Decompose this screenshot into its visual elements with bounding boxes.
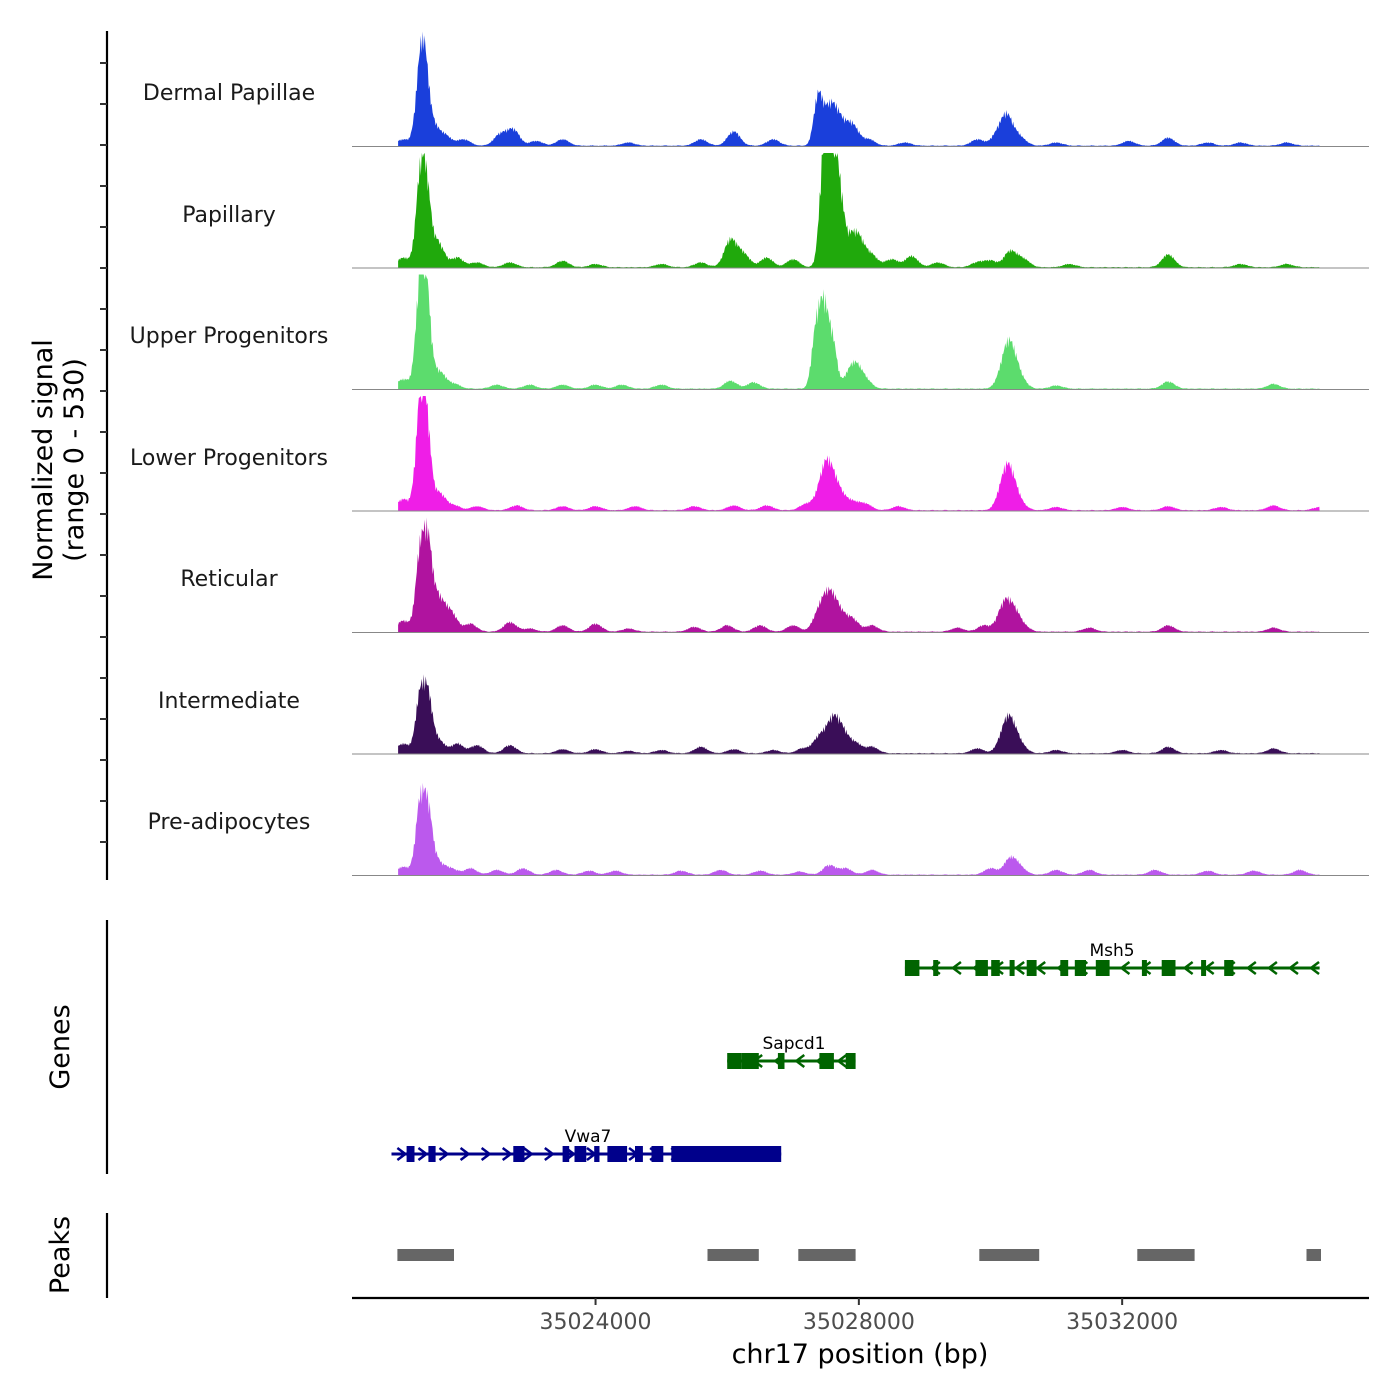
gene-exon [1161,960,1176,976]
peak-region [1306,1249,1321,1261]
coverage-area-dermal-papillae [398,31,1320,147]
gene-exon [1201,960,1207,976]
x-tick-label-35028000: 35028000 [803,1310,915,1335]
gene-sapcd1: Sapcd1 [727,1034,856,1069]
gene-exon [991,960,1000,976]
strand-arrow [1308,961,1320,975]
track-intermediate: Intermediate [158,674,1369,755]
gene-exon [933,960,939,976]
track-label-papillary: Papillary [182,203,276,228]
strand-arrow [1035,961,1046,975]
genes-panel: Genes Msh5 Sapcd1 Vwa7 [45,920,1320,1174]
gene-exon [406,1146,415,1162]
gene-exon [845,1053,856,1069]
gene-exon [1095,960,1110,976]
track-label-dermal-papillae: Dermal Papillae [143,81,315,106]
gene-exon [671,1146,782,1162]
peak-region [979,1249,1040,1261]
genes-axis-title: Genes [45,1004,76,1089]
peak-region [1137,1249,1195,1261]
peak-region [707,1249,759,1261]
gene-exon [1224,960,1234,976]
gene-exon [1009,960,1015,976]
gene-exon [1141,960,1147,976]
gene-exon [562,1146,570,1162]
track-pre-adipocytes: Pre-adipocytes [148,782,1369,876]
x-tick-label-35024000: 35024000 [540,1310,652,1335]
gene-exon [1026,960,1037,976]
gene-exon [741,1053,759,1069]
track-label-intermediate: Intermediate [158,689,300,714]
gene-exon [635,1146,643,1162]
track-label-pre-adipocytes: Pre-adipocytes [148,810,311,835]
x-axis-title: chr17 position (bp) [732,1339,989,1370]
strand-arrow [1182,961,1194,975]
track-dermal-papillae: Dermal Papillae [143,31,1369,147]
strand-arrow [480,1147,492,1161]
strand-arrow [501,1147,513,1161]
gene-exon [975,960,988,976]
strand-arrow [1014,961,1025,975]
gene-exon [607,1146,628,1162]
peak-region [397,1249,454,1261]
gene-exon [904,960,920,976]
peaks-panel: Peaks [45,1213,1321,1298]
track-upper-progenitors: Upper Progenitors [130,274,1369,390]
coverage-area-reticular [398,517,1320,633]
gene-exon [594,1146,600,1162]
track-lower-progenitors: Lower Progenitors [130,396,1369,512]
strand-arrow [950,961,962,975]
x-tick-label-35032000: 35032000 [1066,1310,1178,1335]
gene-label-msh5: Msh5 [1089,941,1134,961]
track-label-lower-progenitors: Lower Progenitors [130,446,328,471]
strand-arrow [836,1054,848,1068]
coverage-area-intermediate [398,674,1320,754]
gene-exon [727,1053,742,1069]
strand-arrow [417,1147,429,1161]
coverage-area-pre-adipocytes [398,782,1320,876]
gene-exon [651,1146,664,1162]
strand-arrow [1245,961,1257,975]
gene-vwa7: Vwa7 [391,1127,782,1162]
peak-regions [397,1249,1321,1261]
strand-arrow [1119,961,1131,975]
strand-arrow [459,1147,471,1161]
coverage-tracks: Dermal Papillae Papillary Upper Progenit… [130,31,1369,876]
gene-label-sapcd1: Sapcd1 [763,1034,826,1054]
gene-exon [1074,960,1086,976]
strand-arrow [1287,961,1299,975]
coverage-area-papillary [398,153,1320,268]
gene-exon [513,1146,525,1162]
gene-exon [574,1146,587,1162]
coverage-y-ticks [100,62,107,843]
gene-exon [428,1146,436,1162]
track-reticular: Reticular [180,517,1369,633]
gene-exon [1060,960,1069,976]
gene-msh5: Msh5 [904,941,1320,976]
strand-arrow [396,1147,408,1161]
strand-arrow [1266,961,1278,975]
x-axis: 35024000 35028000 35032000 chr17 positio… [352,1296,1369,1370]
gene-label-vwa7: Vwa7 [565,1127,612,1147]
y-axis-range: (range 0 - 530) [59,358,90,562]
strand-arrow [794,1054,806,1068]
track-label-reticular: Reticular [180,567,278,592]
y-axis-title: Normalized signal [28,339,59,581]
gene-exon [819,1053,834,1069]
peak-region [798,1249,856,1261]
gene-exon [777,1053,785,1069]
coverage-area-upper-progenitors [398,274,1320,390]
strand-arrow [523,1147,534,1161]
track-papillary: Papillary [182,153,1369,269]
strand-arrow [544,1147,555,1161]
strand-arrow [438,1147,450,1161]
track-label-upper-progenitors: Upper Progenitors [130,324,329,349]
peaks-axis-title: Peaks [45,1216,76,1294]
coverage-area-lower-progenitors [398,396,1320,511]
